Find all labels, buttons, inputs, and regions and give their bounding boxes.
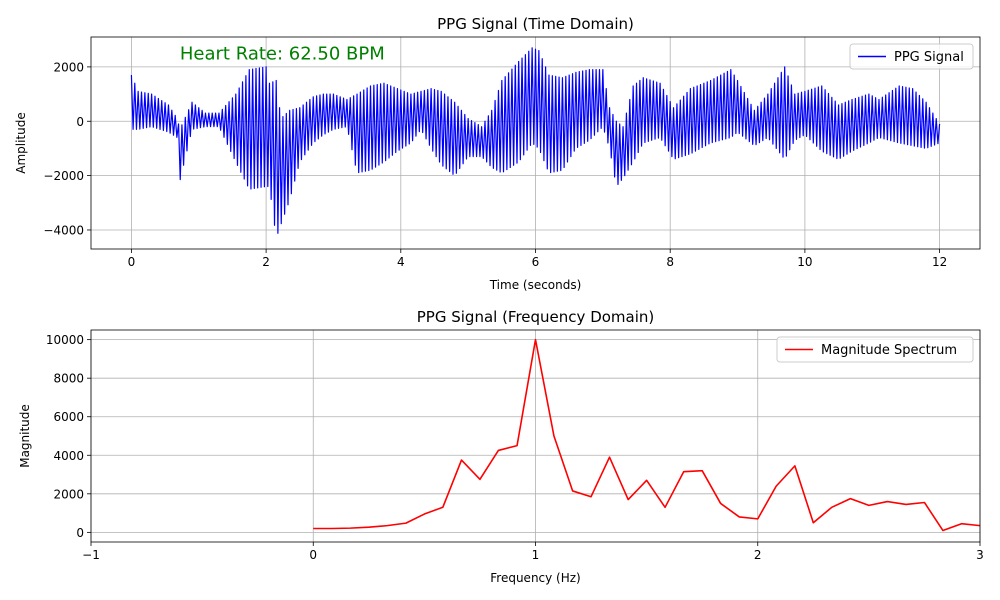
y-tick-label: 10000 [46,333,84,347]
x-tick-label: 2 [262,255,270,269]
legend-label: PPG Signal [894,50,964,65]
x-tick-label: 10 [797,255,812,269]
y-axis-label: Amplitude [14,112,28,174]
x-axis-label: Frequency (Hz) [490,571,581,585]
y-tick-label: 8000 [53,372,84,386]
y-tick-label: −2000 [43,169,84,183]
heart-rate-annotation: Heart Rate: 62.50 BPM [180,43,385,64]
legend-box [776,336,974,363]
y-tick-label: 4000 [53,449,84,463]
y-tick-label: 0 [76,526,84,540]
x-axis-label: Time (seconds) [489,278,582,292]
x-tick-label: 0 [309,548,317,562]
x-tick-label: 0 [128,255,136,269]
chart-title: PPG Signal (Frequency Domain) [417,308,655,326]
x-tick-label: 6 [532,255,540,269]
series-line-1 [313,338,980,532]
y-tick-label: −4000 [43,223,84,237]
y-tick-label: 6000 [53,410,84,424]
legend: PPG Signal [849,43,974,70]
chart-title: PPG Signal (Time Domain) [437,15,634,33]
time-domain-chart: 0 2 4 6 8 10 12 −4000 −2000 0 2000 PPG Signal (Time… [14,15,981,292]
y-tick-label: 2000 [53,60,84,74]
y-tick-label: 0 [76,115,84,129]
frequency-domain-chart: −1 0 1 2 3 0 2000 4000 6000 8000 10000 PPG Signal (… [18,308,984,585]
x-tick-label: 4 [397,255,405,269]
x-tick-label: 1 [532,548,540,562]
legend-box [849,43,974,70]
x-tick-label: 3 [976,548,984,562]
x-tick-label: 12 [932,255,947,269]
legend: Magnitude Spectrum [776,336,974,363]
y-tick-label: 2000 [53,487,84,501]
x-tick-label: 2 [754,548,762,562]
x-tick-label: 8 [666,255,674,269]
series-line-1 [130,47,941,234]
legend-label: Magnitude Spectrum [821,343,957,358]
x-tick-label: −1 [82,548,100,562]
y-axis-label: Magnitude [18,404,32,468]
